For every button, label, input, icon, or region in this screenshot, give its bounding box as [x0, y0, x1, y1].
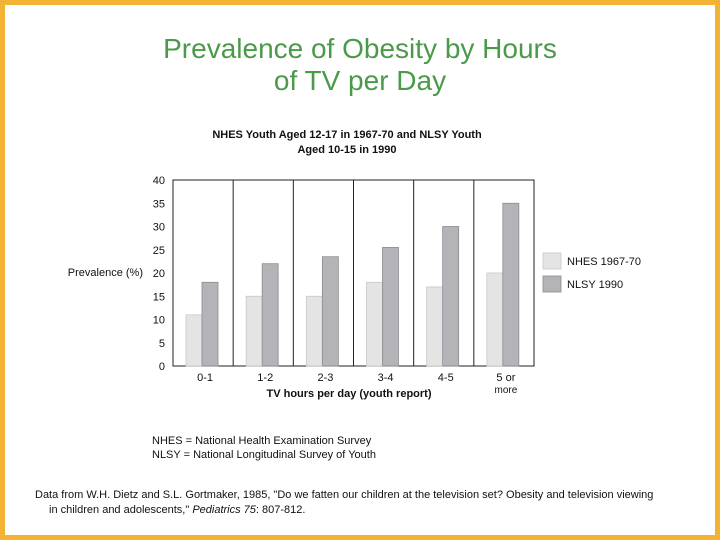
legend-label-nlsy: NLSY 1990: [567, 279, 623, 291]
y-axis-label: Prevalence (%): [68, 267, 143, 279]
legend-swatch-nhes: [542, 252, 562, 270]
bar-nhes: [245, 295, 263, 367]
bar-nlsy: [382, 247, 399, 367]
bar-nlsy: [321, 256, 339, 367]
y-tick-label: 0: [159, 361, 165, 373]
bars-group: [185, 202, 520, 367]
y-tick-label: 5: [159, 338, 165, 350]
y-tick-label: 20: [153, 268, 165, 280]
y-tick-label: 40: [153, 175, 165, 187]
footnote-nhes: NHES = National Health Examination Surve…: [152, 435, 372, 447]
slide-title: Prevalence of Obesity by Hours of TV per…: [0, 33, 720, 97]
bar-nlsy: [261, 263, 279, 367]
footnote-nlsy: NLSY = National Longitudinal Survey of Y…: [152, 449, 376, 461]
x-tick-label: more: [495, 385, 518, 396]
slide-title-line1: Prevalence of Obesity by Hours: [163, 33, 557, 64]
y-tick-label: 30: [153, 222, 165, 234]
chart-title-line2: Aged 10-15 in 1990: [297, 144, 396, 156]
bar-nhes: [366, 281, 383, 367]
citation-line2: in children and adolescents," Pediatrics…: [35, 503, 705, 518]
x-axis-label: TV hours per day (youth report): [266, 388, 431, 400]
bar-nhes: [486, 272, 504, 367]
y-tick-label: 35: [153, 198, 165, 210]
slide-title-line2: of TV per Day: [273, 65, 447, 96]
x-tick-label: 3-4: [378, 372, 394, 384]
x-tick-label: 0-1: [197, 372, 213, 384]
bar-nlsy: [502, 202, 520, 367]
x-tick-label: 1-2: [257, 372, 273, 384]
x-tick-label: 2-3: [317, 372, 333, 384]
y-tick-label: 10: [153, 315, 165, 327]
legend-swatch-nlsy: [542, 275, 562, 293]
bar-nlsy: [442, 226, 460, 367]
bar-nhes: [305, 295, 323, 367]
citation-part2: in children and adolescents,": [49, 504, 193, 516]
citation-part1: Data from W.H. Dietz and S.L. Gortmaker,…: [35, 489, 654, 501]
citation-journal: Pediatrics 75: [192, 504, 256, 516]
bar-nlsy: [201, 281, 219, 367]
bar-nhes: [185, 314, 203, 367]
x-tick-label: 4-5: [438, 372, 454, 384]
legend: NHES 1967-70 NLSY 1990: [542, 252, 641, 293]
y-tick-label: 15: [153, 291, 165, 303]
citation-part3: : 807-812.: [255, 504, 306, 516]
x-tick-label: 5 or: [496, 372, 515, 384]
plot-frame: [172, 179, 535, 367]
chart-title-line1: NHES Youth Aged 12-17 in 1967-70 and NLS…: [212, 129, 482, 141]
citation: Data from W.H. Dietz and S.L. Gortmaker,…: [35, 488, 705, 518]
bar-nhes: [426, 286, 444, 367]
y-tick-label: 25: [153, 245, 165, 257]
legend-label-nhes: NHES 1967-70: [567, 256, 641, 268]
